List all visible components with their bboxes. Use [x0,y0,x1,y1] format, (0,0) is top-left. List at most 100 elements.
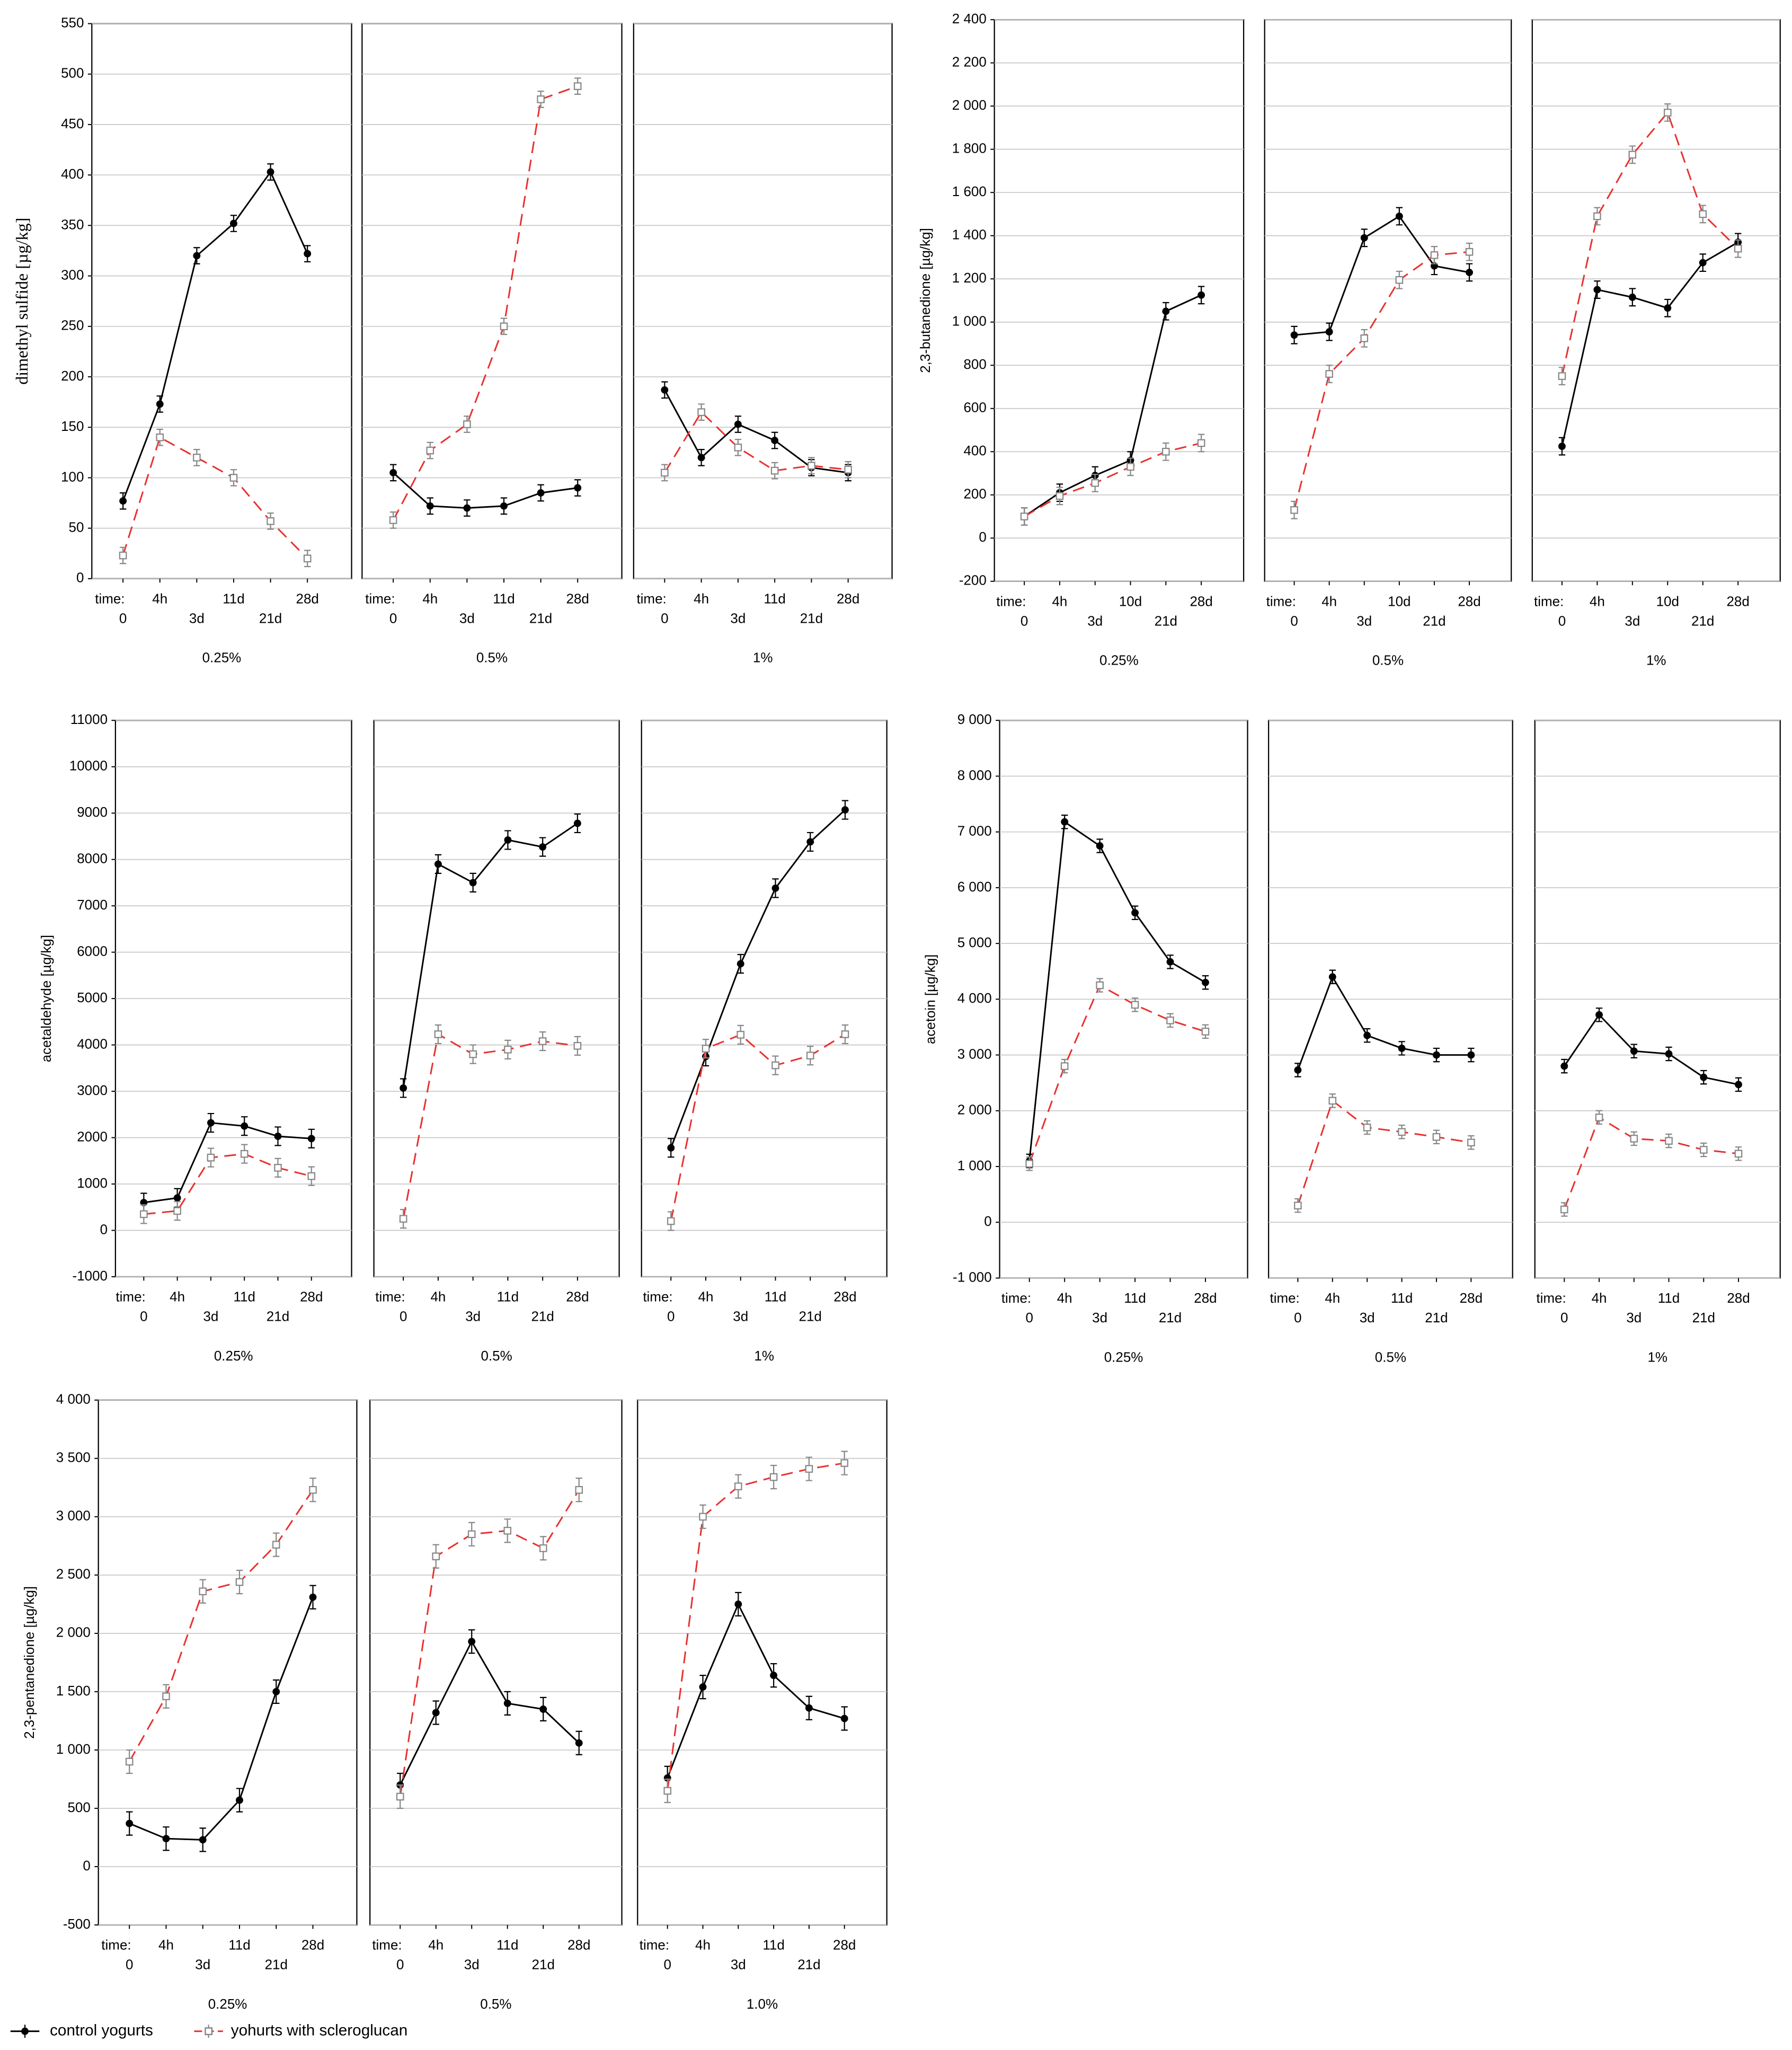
panel-label: 0.25% [214,1348,253,1364]
x-tick-label: 28d [833,1937,856,1953]
panel-label: 1% [1646,652,1666,668]
panel-label: 1.0% [747,1996,778,2012]
y-tick-label: 500 [67,1799,90,1815]
x-tick-label: 11d [1658,1290,1680,1306]
x-tick-label: 28d [1727,1290,1750,1306]
x-tick-label: 3d [1625,613,1640,629]
y-tick-label: 600 [963,400,986,416]
marker [841,806,849,814]
y-tick-label: 1 000 [952,313,987,329]
x-tick-label: 4h [1321,593,1337,609]
marker [1328,1097,1337,1105]
marker [207,1119,215,1127]
x-tick-label: 21d [265,1957,288,1973]
marker [1558,372,1566,380]
x-tick-label: 10d [1119,593,1142,609]
x-tick-label: 3d [1626,1310,1642,1326]
x-tick-label: 11d [1124,1290,1146,1306]
series-line [1561,241,1738,447]
panel-label: 0.5% [476,650,508,666]
x-tick-label: 28d [1460,1290,1483,1306]
marker [667,1217,675,1225]
marker [1432,1133,1441,1141]
marker [303,554,312,563]
y-tick-label: 450 [61,116,84,131]
marker [1131,1001,1139,1009]
marker [1466,269,1473,276]
marker [309,1486,317,1494]
marker [173,1207,181,1215]
marker [1663,109,1672,117]
x-tick-label: 28d [833,1288,856,1304]
marker [156,433,164,441]
marker [140,1210,148,1218]
marker [1560,1062,1568,1070]
panel [91,23,352,579]
marker [126,1819,134,1827]
y-tick-label: 2 400 [952,11,987,26]
x-tick-label: 3d [195,1957,210,1973]
x-tick-label: 4h [1590,593,1605,609]
series-line [402,823,578,1089]
y-tick-label: 2 500 [56,1566,91,1582]
y-tick-label: 150 [61,418,84,434]
y-tick-label: 5 000 [957,934,992,950]
series-line [1564,1013,1739,1085]
marker [241,1122,249,1130]
marker [1294,1066,1302,1074]
y-tick-label: 0 [984,1213,991,1229]
x-tick-label: 0 [1026,1310,1033,1326]
panel-label: 1% [754,1348,774,1364]
x-tick-label: 4h [694,590,709,606]
x-tick-label: 11d [762,1937,784,1953]
x-tick-label: 4h [170,1288,185,1304]
x-tick-label: 11d [233,1288,255,1304]
marker [272,1687,280,1695]
x-tick-label: 3d [731,1957,746,1973]
marker [1630,1047,1638,1055]
marker [125,1757,134,1766]
marker [426,446,434,455]
marker [274,1164,282,1172]
series-line [122,170,308,501]
marker [399,1215,407,1223]
x-axis-label: time: [101,1937,131,1953]
series-line [670,1033,846,1222]
marker [734,1482,742,1490]
marker [434,860,442,868]
x-tick-label: 28d [1458,593,1480,609]
x-tick-label: 21d [1425,1310,1448,1326]
y-tick-label: 2000 [77,1128,108,1144]
panel [369,1399,623,1926]
x-tick-label: 3d [733,1309,748,1324]
x-tick-label: 3d [189,610,205,626]
marker [1363,1031,1371,1039]
marker [1735,1081,1742,1089]
marker [389,469,397,476]
x-tick-label: 0 [400,1309,407,1324]
marker [1197,439,1205,447]
marker [1560,1205,1568,1214]
marker [808,462,815,470]
marker [697,408,705,416]
x-tick-label: 28d [301,1937,324,1953]
y-tick-label: 400 [61,166,84,182]
marker [119,551,127,560]
y-tick-label: 2 000 [56,1624,91,1640]
panel-label: 0.5% [481,1348,512,1364]
marker [806,838,814,846]
x-axis-label: time: [1001,1290,1031,1306]
legend-label: yohurts with scleroglucan [231,2021,407,2039]
x-tick-label: 11d [765,1288,786,1304]
marker [274,1132,282,1140]
x-axis-label: time: [640,1937,669,1953]
x-tick-label: 28d [1194,1290,1217,1306]
marker [573,1042,582,1050]
y-tick-label: 0 [76,570,84,586]
x-tick-label: 0 [396,1957,404,1973]
x-tick-label: 21d [531,1309,554,1324]
y-tick-label: 11000 [70,711,108,727]
marker [806,1051,814,1060]
marker [1593,212,1601,220]
